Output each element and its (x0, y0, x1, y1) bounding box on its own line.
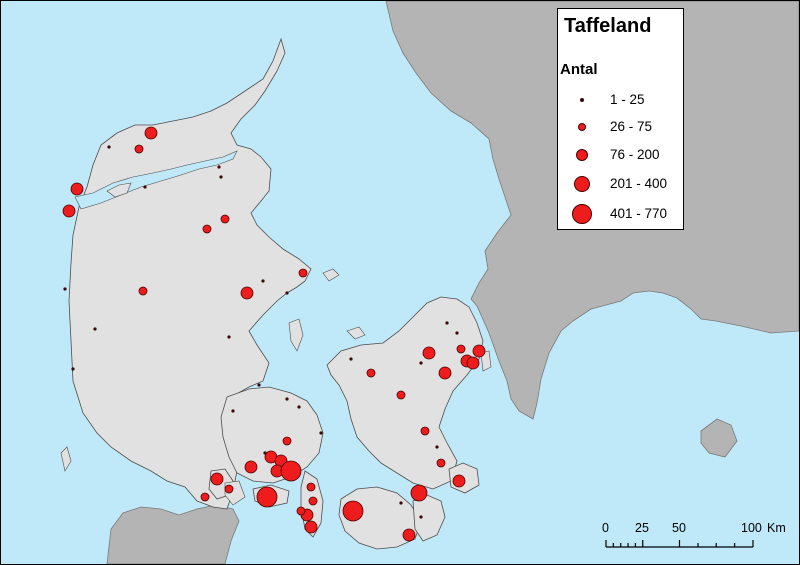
symbol-class-3[interactable] (304, 520, 318, 534)
symbol-class-1[interactable] (219, 175, 223, 179)
symbol-class-1[interactable] (93, 327, 97, 331)
symbol-class-3[interactable] (422, 346, 436, 360)
symbol-class-1[interactable] (257, 383, 261, 387)
legend-item: 401 - 770 (558, 204, 685, 228)
symbol-class-1[interactable] (143, 185, 147, 189)
symbol-class-5[interactable] (280, 460, 302, 482)
symbol-class-2[interactable] (396, 390, 406, 400)
falster (412, 494, 446, 542)
west-island (60, 446, 72, 472)
symbol-class-5[interactable] (342, 500, 364, 522)
legend-item: 76 - 200 (558, 147, 685, 169)
symbol-class-1[interactable] (261, 279, 265, 283)
symbol-class-3[interactable] (438, 366, 452, 380)
legend-label: 26 - 75 (610, 119, 653, 134)
symbol-class-3[interactable] (70, 182, 84, 196)
symbol-class-1[interactable] (285, 397, 289, 401)
legend-symbol-class-2 (578, 123, 586, 131)
legend-symbol-class-4 (574, 176, 590, 192)
samso (288, 318, 304, 352)
symbol-class-1[interactable] (349, 357, 353, 361)
symbol-class-2[interactable] (298, 268, 308, 278)
symbol-class-2[interactable] (202, 224, 212, 234)
funen-land (220, 386, 324, 484)
symbol-class-1[interactable] (227, 335, 231, 339)
symbol-class-3[interactable] (210, 472, 224, 486)
symbol-class-4[interactable] (410, 484, 428, 502)
symbol-class-2[interactable] (308, 496, 318, 506)
symbol-class-1[interactable] (285, 291, 289, 295)
legend-item: 26 - 75 (558, 119, 685, 141)
symbol-class-1[interactable] (231, 409, 235, 413)
scale-bar (605, 540, 754, 548)
symbol-class-2[interactable] (420, 426, 430, 436)
symbol-class-1[interactable] (419, 361, 423, 365)
legend-label: 76 - 200 (610, 147, 660, 162)
symbol-class-1[interactable] (445, 321, 449, 325)
symbol-class-3[interactable] (452, 474, 466, 488)
scale-tick-25: 25 (635, 521, 649, 535)
symbol-class-2[interactable] (296, 506, 306, 516)
symbol-class-1[interactable] (455, 331, 459, 335)
symbol-class-1[interactable] (107, 145, 111, 149)
amager (480, 350, 492, 372)
symbol-class-1[interactable] (217, 165, 221, 169)
symbol-class-3[interactable] (144, 126, 158, 140)
symbol-class-2[interactable] (306, 482, 316, 492)
symbol-class-2[interactable] (138, 286, 148, 296)
symbol-class-1[interactable] (435, 445, 439, 449)
symbol-class-3[interactable] (240, 286, 254, 300)
symbol-class-2[interactable] (282, 436, 292, 446)
symbol-class-3[interactable] (62, 204, 76, 218)
legend-label: 201 - 400 (610, 176, 668, 191)
legend-subtitle: Antal (560, 61, 598, 78)
symbol-class-1[interactable] (71, 367, 75, 371)
symbol-class-1[interactable] (319, 431, 323, 435)
legend-label: 401 - 770 (610, 206, 668, 221)
legend-item: 201 - 400 (558, 176, 685, 198)
germany-land (106, 504, 240, 564)
anholt (322, 268, 340, 282)
zealand-land (326, 296, 484, 490)
symbol-class-2[interactable] (436, 458, 446, 468)
scale-unit: Km (767, 521, 786, 535)
scale-tick-0: 0 (602, 521, 609, 535)
symbol-class-2[interactable] (224, 484, 234, 494)
symbol-class-2[interactable] (456, 344, 466, 354)
scale-tick-50: 50 (672, 521, 686, 535)
island-east (700, 418, 738, 458)
legend-symbol-class-5 (572, 204, 592, 224)
symbol-class-2[interactable] (220, 214, 230, 224)
symbol-class-1[interactable] (63, 287, 67, 291)
population-symbols (62, 126, 486, 542)
legend-symbol-class-1 (580, 98, 584, 102)
legend-title: Taffeland (564, 15, 652, 37)
legend-label: 1 - 25 (610, 92, 645, 107)
symbol-class-1[interactable] (419, 515, 423, 519)
symbol-class-3[interactable] (466, 356, 480, 370)
legend-symbol-class-3 (576, 149, 588, 161)
limfjord-island (106, 182, 132, 198)
symbol-class-1[interactable] (399, 501, 403, 505)
symbol-class-2[interactable] (200, 492, 210, 502)
symbol-class-3[interactable] (472, 344, 486, 358)
legend: Taffeland Antal 1 - 25 26 - 75 76 - 200 … (557, 8, 684, 230)
symbol-class-3[interactable] (244, 460, 258, 474)
symbol-class-2[interactable] (134, 144, 144, 154)
legend-item: 1 - 25 (558, 92, 685, 114)
population-dots (63, 145, 459, 519)
symbol-class-3[interactable] (402, 528, 416, 542)
symbol-class-5[interactable] (256, 486, 278, 508)
symbol-class-2[interactable] (366, 368, 376, 378)
symbol-class-1[interactable] (297, 405, 301, 409)
symbol-class-1[interactable] (263, 451, 267, 455)
scale-tick-100: 100 (741, 521, 762, 535)
zealand-island-nw (346, 326, 366, 340)
